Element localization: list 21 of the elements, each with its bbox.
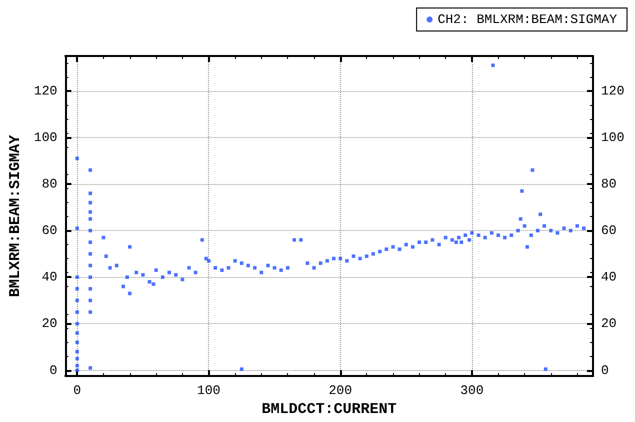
y-tick-label: 120 <box>34 83 58 98</box>
y-tick-label: 40 <box>42 270 58 285</box>
y2-tick-label: 0 <box>601 362 609 378</box>
y-tick-label: 60 <box>42 223 58 238</box>
y2-tick-label: 80 <box>601 176 617 192</box>
x-axis-title: BMLDCCT:CURRENT <box>262 401 397 418</box>
y-tick-label: 20 <box>42 316 58 332</box>
legend-label: CH2: BMLXRM:BEAM:SIGMAY <box>438 12 618 27</box>
y2-tick-label: 120 <box>601 83 624 98</box>
x-tick-label: 300 <box>460 383 484 398</box>
y-tick-label: 80 <box>42 176 58 192</box>
x-tick-label: 0 <box>73 383 82 398</box>
x-tick-label: 200 <box>328 383 352 398</box>
y2-tick-label: 60 <box>601 223 617 238</box>
y-tick-label: 100 <box>34 130 58 145</box>
x-tick-label: 100 <box>197 383 220 398</box>
y2-tick-label: 40 <box>601 270 617 285</box>
y2-tick-label: 20 <box>601 316 617 332</box>
y2-tick-label: 100 <box>601 130 624 145</box>
y-axis-title: BMLXRM:BEAM:SIGMAY <box>7 135 24 298</box>
y-tick-label: 0 <box>49 362 58 378</box>
